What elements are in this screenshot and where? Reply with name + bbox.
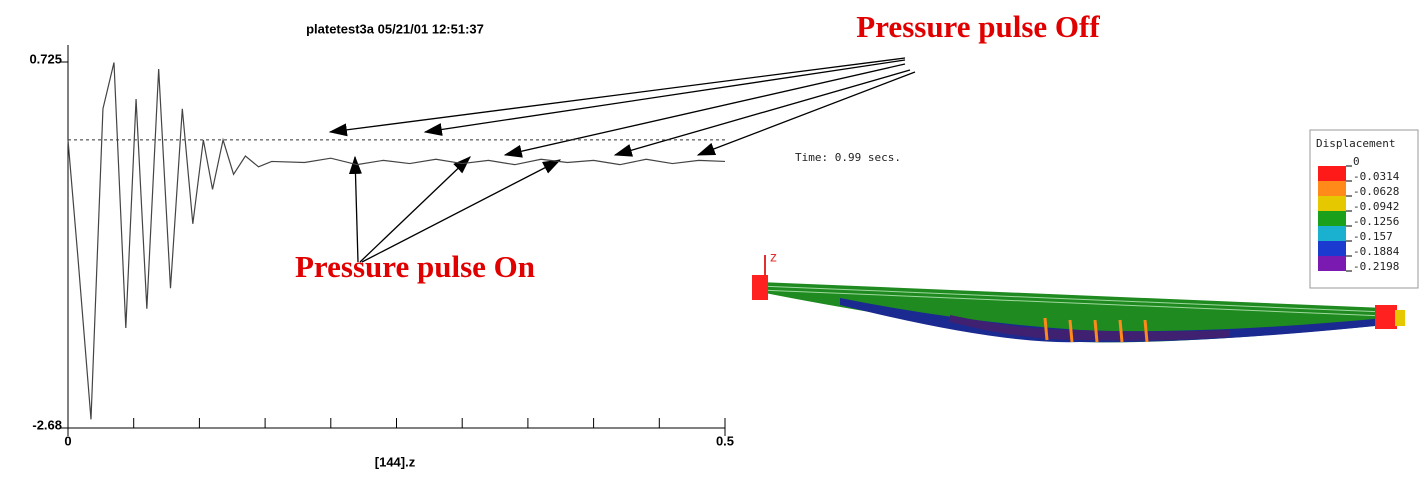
x-axis-label: [144].z <box>375 454 416 469</box>
annotation: Pressure pulse Off <box>856 9 1100 44</box>
y-tick-label: 0.725 <box>29 51 62 66</box>
legend-swatch <box>1318 226 1346 241</box>
legend-label: -0.157 <box>1353 230 1393 243</box>
chart-title: platetest3a 05/21/01 12:51:37 <box>306 21 484 36</box>
x-tick-label: 0.5 <box>716 433 734 448</box>
legend-label: 0 <box>1353 155 1360 168</box>
x-tick-label: 0 <box>64 433 71 448</box>
legend-label: -0.0942 <box>1353 200 1399 213</box>
time-label: Time: 0.99 secs. <box>795 151 901 164</box>
legend-swatch <box>1318 211 1346 226</box>
legend-swatch <box>1318 241 1346 256</box>
figure: platetest3a 05/21/01 12:51:37 [144].z Pr… <box>0 0 1419 478</box>
legend-swatch <box>1318 181 1346 196</box>
fem-model: z <box>752 249 1405 343</box>
y-tick-label: -2.68 <box>32 417 62 432</box>
annotation: Pressure pulse On <box>295 249 535 284</box>
legend-label: -0.1256 <box>1353 215 1399 228</box>
legend-title: Displacement <box>1316 137 1395 150</box>
legend-label: -0.1884 <box>1353 245 1400 258</box>
page: platetest3a 05/21/01 12:51:37 [144].z Pr… <box>0 0 1419 483</box>
legend-label: -0.0314 <box>1353 170 1400 183</box>
z-axis-label: z <box>770 249 777 265</box>
legend-label: -0.2198 <box>1353 260 1399 273</box>
legend-swatch <box>1318 256 1346 271</box>
legend-swatch <box>1318 196 1346 211</box>
legend-label: -0.0628 <box>1353 185 1399 198</box>
data-line <box>68 63 725 420</box>
legend-swatch <box>1318 166 1346 181</box>
